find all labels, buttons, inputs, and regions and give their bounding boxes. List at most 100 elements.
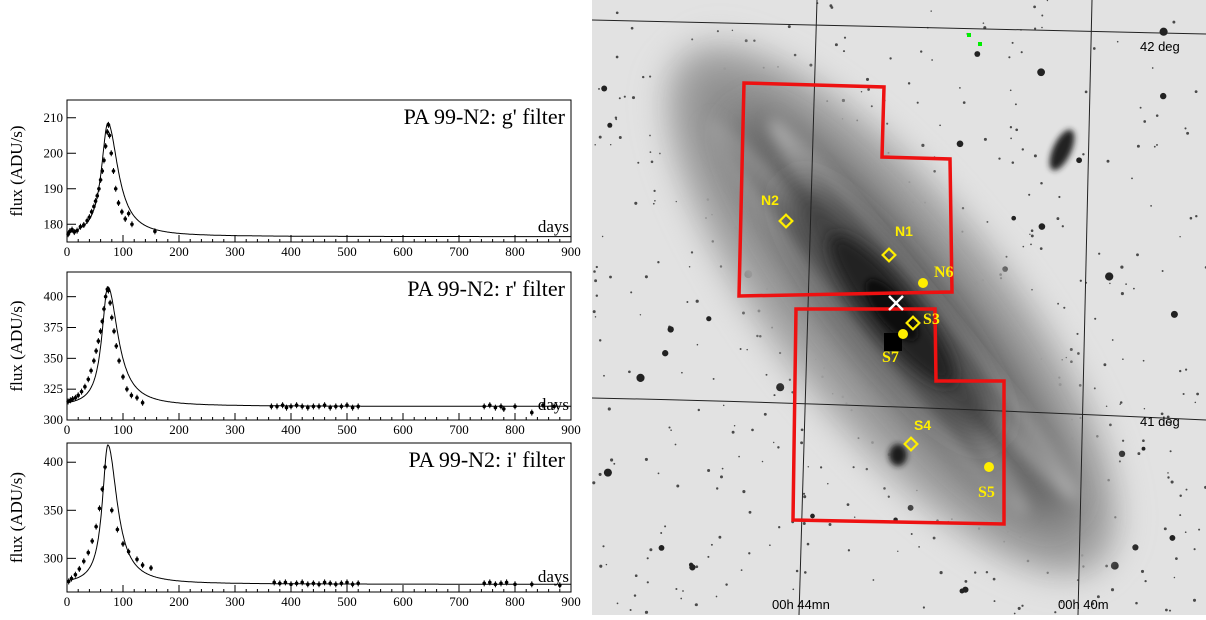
data-point bbox=[73, 572, 78, 577]
data-point bbox=[306, 582, 310, 587]
x-tick-label: 700 bbox=[449, 422, 469, 437]
field-star bbox=[603, 468, 612, 477]
dec-label-41: 41 deg bbox=[1140, 414, 1180, 429]
field-star bbox=[1179, 369, 1182, 373]
y-tick-label: 350 bbox=[44, 350, 64, 365]
field-star bbox=[739, 348, 742, 350]
data-point bbox=[86, 377, 91, 382]
field-star bbox=[649, 75, 652, 78]
field-star bbox=[907, 504, 914, 511]
field-star bbox=[759, 335, 762, 338]
data-point bbox=[96, 339, 101, 343]
x-tick-label: 100 bbox=[113, 594, 133, 609]
field-star bbox=[865, 77, 870, 81]
field-star bbox=[646, 557, 649, 560]
field-star bbox=[1136, 253, 1139, 257]
data-point bbox=[98, 178, 103, 182]
field-star bbox=[676, 484, 680, 488]
field-star bbox=[674, 443, 677, 446]
field-star bbox=[795, 569, 799, 573]
field-star bbox=[1029, 233, 1031, 235]
data-point bbox=[89, 368, 93, 373]
data-point bbox=[284, 405, 289, 410]
field-star bbox=[605, 563, 608, 566]
field-star bbox=[675, 587, 678, 591]
field-star bbox=[773, 394, 776, 397]
field-star bbox=[1151, 67, 1154, 69]
field-star bbox=[753, 39, 756, 42]
field-star bbox=[870, 105, 873, 108]
data-point bbox=[289, 404, 293, 409]
field-star bbox=[1111, 339, 1114, 341]
field-star bbox=[1109, 423, 1112, 427]
field-star bbox=[910, 533, 913, 535]
field-star bbox=[1119, 401, 1123, 404]
field-star bbox=[1091, 602, 1095, 606]
data-point bbox=[109, 151, 114, 156]
data-point bbox=[86, 550, 91, 555]
field-star bbox=[1069, 348, 1073, 351]
data-point bbox=[311, 404, 316, 409]
y-tick-label: 400 bbox=[44, 454, 64, 469]
field-star bbox=[776, 383, 785, 392]
field-star bbox=[1030, 243, 1032, 246]
data-point bbox=[112, 329, 116, 334]
data-point bbox=[100, 319, 105, 324]
field-star bbox=[614, 116, 618, 119]
field-star bbox=[1105, 405, 1108, 408]
field-star bbox=[592, 310, 596, 314]
x-tick-label: 500 bbox=[337, 594, 357, 609]
field-star bbox=[804, 571, 807, 574]
field-star bbox=[1150, 205, 1152, 207]
field-star bbox=[594, 143, 596, 146]
data-point bbox=[504, 580, 509, 585]
field-star bbox=[629, 608, 632, 612]
x-tick-label: 600 bbox=[393, 422, 413, 437]
field-star bbox=[609, 143, 612, 146]
field-star bbox=[1037, 68, 1045, 77]
field-star bbox=[649, 134, 651, 137]
field-star bbox=[1195, 214, 1198, 218]
data-point bbox=[114, 344, 119, 348]
data-point bbox=[87, 215, 92, 219]
field-star bbox=[1096, 595, 1100, 599]
x-axis-label: days bbox=[538, 395, 569, 414]
lightcurve-panel-1: 0 100 200 300 400 500 600 700 800 900 180 190 200 210… bbox=[7, 99, 581, 259]
field-star bbox=[716, 30, 719, 33]
data-point bbox=[300, 580, 305, 585]
data-point bbox=[94, 524, 98, 529]
x-tick-label: 300 bbox=[225, 422, 245, 437]
field-star bbox=[1155, 114, 1159, 117]
x-tick-label: 0 bbox=[64, 244, 71, 259]
field-star bbox=[690, 251, 694, 254]
data-point bbox=[530, 582, 534, 587]
x-tick-label: 100 bbox=[113, 422, 133, 437]
field-star bbox=[1021, 604, 1024, 607]
field-star bbox=[1173, 576, 1176, 579]
x-tick-label: 700 bbox=[449, 594, 469, 609]
field-star bbox=[615, 55, 619, 59]
field-star bbox=[613, 462, 616, 465]
field-star bbox=[610, 458, 614, 462]
field-star bbox=[1034, 27, 1037, 30]
field-star bbox=[765, 373, 768, 376]
field-star bbox=[1198, 528, 1201, 531]
field-star bbox=[1186, 131, 1190, 135]
data-point bbox=[502, 407, 506, 411]
data-point bbox=[82, 223, 86, 227]
field-star bbox=[1142, 439, 1145, 443]
marker-label: S4 bbox=[914, 417, 931, 433]
data-point bbox=[123, 217, 128, 221]
field-star bbox=[628, 370, 631, 374]
field-star bbox=[847, 549, 851, 552]
field-star bbox=[657, 472, 660, 475]
field-star bbox=[694, 603, 697, 606]
y-tick-label: 325 bbox=[44, 381, 64, 396]
north-field bbox=[737, 81, 954, 298]
data-point bbox=[115, 527, 120, 532]
data-point bbox=[106, 123, 111, 127]
data-point bbox=[111, 169, 116, 173]
data-point bbox=[322, 580, 327, 585]
field-star bbox=[763, 412, 767, 416]
field-star bbox=[930, 10, 932, 12]
